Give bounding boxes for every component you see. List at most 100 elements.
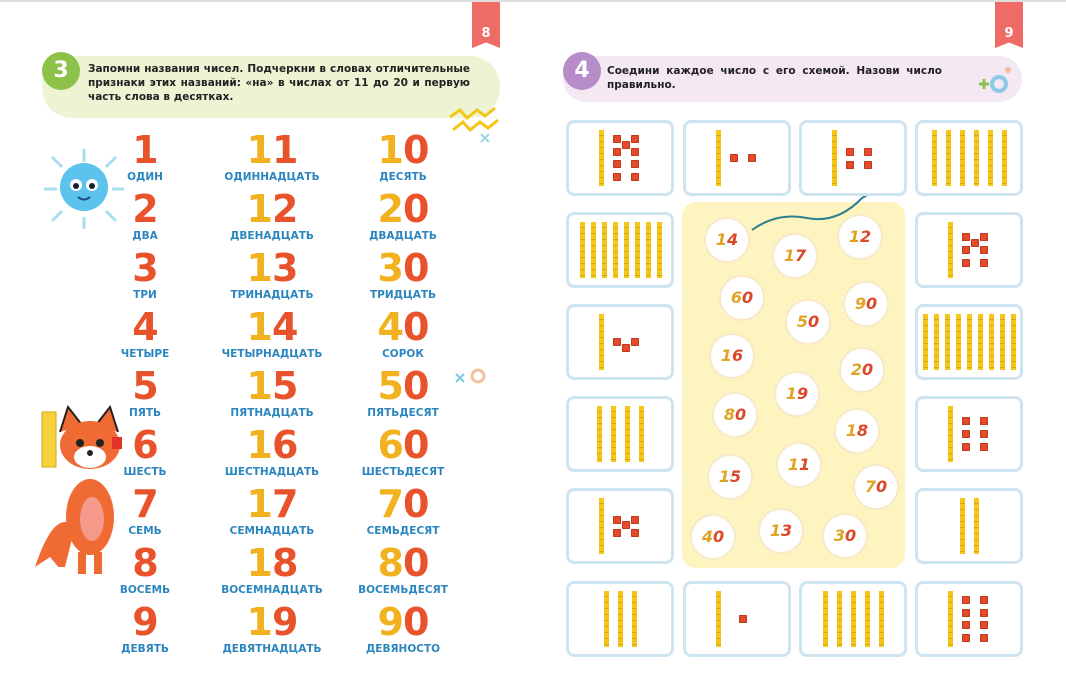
scheme-card[interactable]	[915, 488, 1023, 564]
number-circle[interactable]: 90	[843, 281, 889, 327]
ten-bar	[639, 406, 644, 462]
scheme-card[interactable]	[915, 212, 1023, 288]
number-circle[interactable]: 15	[707, 454, 753, 500]
digit: 4	[701, 527, 713, 546]
digit: 1	[720, 346, 732, 365]
scheme-card[interactable]	[915, 396, 1023, 472]
number-entry: 1 ОДИН	[80, 129, 210, 183]
number-circle[interactable]: 11	[776, 442, 822, 488]
number-entry: 60 ШЕСТЬДЕСЯТ	[338, 424, 468, 478]
number-word: ВОСЕМЬДЕСЯТ	[358, 584, 448, 596]
one-square	[622, 521, 630, 530]
number-value: 17	[207, 483, 337, 525]
number-circle[interactable]: 70	[853, 464, 899, 510]
page-number-left: 8	[472, 2, 500, 48]
number-word: ТРИНАДЦАТЬ	[230, 289, 314, 301]
digit: 5	[132, 364, 158, 408]
number-circle[interactable]: 19	[774, 371, 820, 417]
digit: 3	[781, 521, 793, 540]
one-square	[980, 430, 988, 438]
scheme-card[interactable]	[799, 581, 907, 657]
digit: 1	[769, 521, 781, 540]
scheme-card[interactable]	[683, 581, 791, 657]
scheme-card[interactable]	[566, 304, 674, 380]
scheme-card[interactable]	[915, 304, 1023, 380]
digit: 1	[246, 600, 273, 644]
one-square	[631, 147, 639, 156]
scheme-card[interactable]	[915, 120, 1023, 196]
number-value: 50	[338, 365, 468, 407]
number-entry: 8 ВОСЕМЬ	[80, 542, 210, 596]
digit: 1	[246, 364, 273, 408]
number-circle[interactable]: 16	[709, 333, 755, 379]
ten-bar	[716, 591, 721, 647]
number-word: ДВЕНАДЦАТЬ	[230, 230, 314, 242]
digit: 0	[735, 405, 747, 424]
page-number-right: 9	[995, 2, 1023, 48]
number-circle[interactable]: 13	[758, 508, 804, 554]
scheme-card[interactable]	[566, 120, 674, 196]
number-entry: 2 ДВА	[80, 188, 210, 242]
digit: 0	[403, 541, 429, 585]
ten-bar	[599, 130, 604, 186]
ten-bar	[879, 591, 884, 647]
number-value: 12	[207, 188, 337, 230]
number-word: ДЕВЯТЬ	[121, 643, 169, 655]
one-square	[748, 154, 756, 162]
number-value: 10	[338, 129, 468, 171]
germ-character-illustration	[44, 149, 124, 229]
number-entry: 17 СЕМНАДЦАТЬ	[207, 483, 337, 537]
number-word: ВОСЕМЬ	[119, 584, 171, 596]
one-square	[980, 246, 988, 254]
one-square	[962, 633, 970, 642]
number-value: 9	[80, 601, 210, 643]
number-word: ОДИННАДЦАТЬ	[224, 171, 320, 183]
number-circle[interactable]: 20	[839, 347, 885, 393]
one-square	[730, 154, 738, 162]
number-entry: 16 ШЕСТНАДЦАТЬ	[207, 424, 337, 478]
digit: 1	[718, 467, 730, 486]
scheme-card[interactable]	[566, 396, 674, 472]
plus-circle-decoration	[979, 67, 1011, 93]
number-value: 90	[338, 601, 468, 643]
scheme-card[interactable]	[566, 212, 674, 288]
one-square	[962, 443, 970, 451]
number-value: 1	[80, 129, 210, 171]
scheme-card[interactable]	[915, 581, 1023, 657]
digit: 0	[808, 312, 820, 331]
scheme-card[interactable]	[566, 488, 674, 564]
scheme-card[interactable]	[799, 120, 907, 196]
digit: 0	[403, 482, 429, 526]
one-square	[631, 172, 639, 181]
digit: 0	[742, 288, 754, 307]
number-circle[interactable]: 30	[822, 513, 868, 559]
number-value: 8	[80, 542, 210, 584]
number-circle[interactable]: 18	[834, 408, 880, 454]
ten-bar	[597, 406, 602, 462]
number-circle[interactable]: 40	[690, 514, 736, 560]
number-entry: 70 СЕМЬДЕСЯТ	[338, 483, 468, 537]
digit: 0	[403, 364, 429, 408]
one-square	[980, 259, 988, 267]
digit: 0	[403, 187, 429, 231]
number-word: ПЯТЬДЕСЯТ	[367, 407, 439, 419]
ten-bar	[865, 591, 870, 647]
number-circle[interactable]: 14	[704, 217, 750, 263]
number-circle[interactable]: 80	[712, 392, 758, 438]
digit: 0	[403, 305, 429, 349]
number-circle[interactable]: 17	[772, 233, 818, 279]
number-circle[interactable]: 12	[837, 214, 883, 260]
number-circle[interactable]: 60	[719, 275, 765, 321]
ten-bar	[989, 314, 994, 370]
number-entry: 4 ЧЕТЫРЕ	[80, 306, 210, 360]
scheme-card[interactable]	[566, 581, 674, 657]
one-square	[631, 338, 639, 346]
one-square	[962, 621, 970, 630]
number-circle[interactable]: 50	[785, 299, 831, 345]
number-value: 4	[80, 306, 210, 348]
scheme-card[interactable]	[683, 120, 791, 196]
number-word: ТРИДЦАТЬ	[369, 289, 437, 301]
digit: 8	[272, 541, 298, 585]
digit: 4	[727, 230, 739, 249]
digit: 6	[272, 423, 298, 467]
